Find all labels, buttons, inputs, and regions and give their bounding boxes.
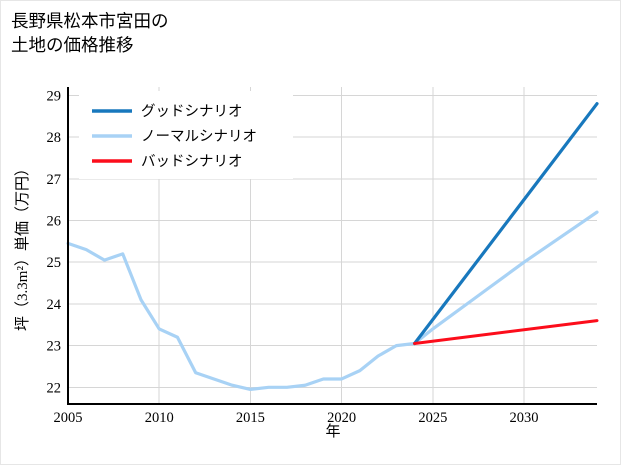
y-axis-label: 坪（3.3m²）単価（万円） <box>14 161 31 331</box>
y-tick-label: 28 <box>47 130 62 146</box>
series-line-グッドシナリオ <box>412 102 599 346</box>
y-tick-label: 25 <box>47 255 62 271</box>
series-line-バッドシナリオ <box>413 319 599 346</box>
y-tick-labels: 22 23 24 25 26 27 28 29 <box>47 88 62 396</box>
x-tick-label: 2030 <box>510 410 539 426</box>
x-tick-label: 2020 <box>327 410 356 426</box>
y-tick-label: 24 <box>47 297 62 313</box>
y-tick-label: 23 <box>47 339 62 355</box>
y-tick-label: 27 <box>47 172 62 188</box>
series-group <box>66 102 599 391</box>
series-line-ノーマルシナリオ <box>66 210 599 391</box>
x-tick-label: 2005 <box>54 410 83 426</box>
axis-spines <box>66 87 597 406</box>
y-tick-label: 26 <box>47 213 62 229</box>
legend-label-1: ノーマルシナリオ <box>141 129 257 145</box>
x-axis-label: 年 <box>325 423 340 440</box>
x-tick-label: 2025 <box>418 410 447 426</box>
x-tick-labels: 2005 2010 2015 2020 2025 2030 <box>54 410 539 426</box>
legend-label-2: バッドシナリオ <box>141 154 243 170</box>
x-tick-label: 2010 <box>145 410 174 426</box>
y-tick-label: 29 <box>47 88 62 104</box>
legend-label-0: グッドシナリオ <box>141 103 243 120</box>
x-tick-label: 2015 <box>236 410 265 426</box>
page-title: 長野県松本市宮田の 土地の価格推移 <box>11 11 169 55</box>
y-tick-label: 22 <box>47 380 62 396</box>
